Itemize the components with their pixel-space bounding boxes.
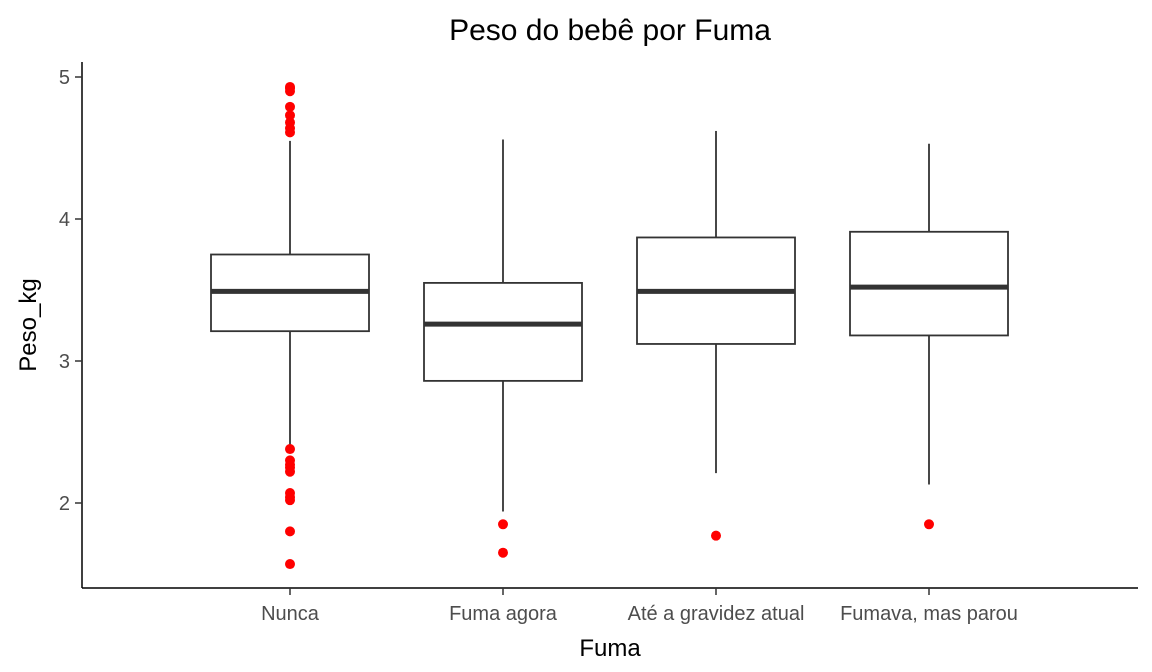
x-tick-label: Fuma agora xyxy=(449,603,558,625)
x-tick-label: Nunca xyxy=(261,603,320,625)
y-axis-title: Peso_kg xyxy=(15,278,42,371)
box-iqr xyxy=(849,230,1009,337)
x-axis-title: Fuma xyxy=(579,635,641,662)
outlier-point xyxy=(285,559,295,570)
plot-area xyxy=(210,81,1009,570)
outlier-point xyxy=(285,86,295,97)
outlier-point xyxy=(285,495,295,506)
box-iqr xyxy=(423,281,583,382)
outlier-point xyxy=(285,127,295,138)
outlier-point xyxy=(498,519,508,530)
x-tick-label: Até a gravidez atual xyxy=(628,603,805,625)
box-group xyxy=(210,81,370,570)
outlier-point xyxy=(924,519,934,530)
chart-title: Peso do bebê por Fuma xyxy=(449,14,771,47)
box-group xyxy=(636,130,796,541)
x-tick-label: Fumava, mas parou xyxy=(840,603,1018,625)
x-axis-ticks: Nunca Fuma agora Até a gravidez atual Fumav… xyxy=(261,588,1018,625)
outlier-point xyxy=(711,530,721,541)
y-axis-ticks: 2 3 4 5 xyxy=(59,67,82,515)
outlier-point xyxy=(285,466,295,477)
box-group xyxy=(423,139,583,558)
y-tick-label: 2 xyxy=(59,493,70,515)
y-tick-label: 3 xyxy=(59,351,70,373)
outlier-point xyxy=(498,547,508,558)
outlier-point xyxy=(285,110,295,121)
outlier-point xyxy=(285,444,295,455)
y-tick-label: 5 xyxy=(59,67,70,89)
outlier-point xyxy=(285,526,295,537)
outlier-point xyxy=(285,101,295,112)
box-group xyxy=(849,143,1009,530)
y-tick-label: 4 xyxy=(59,209,70,231)
